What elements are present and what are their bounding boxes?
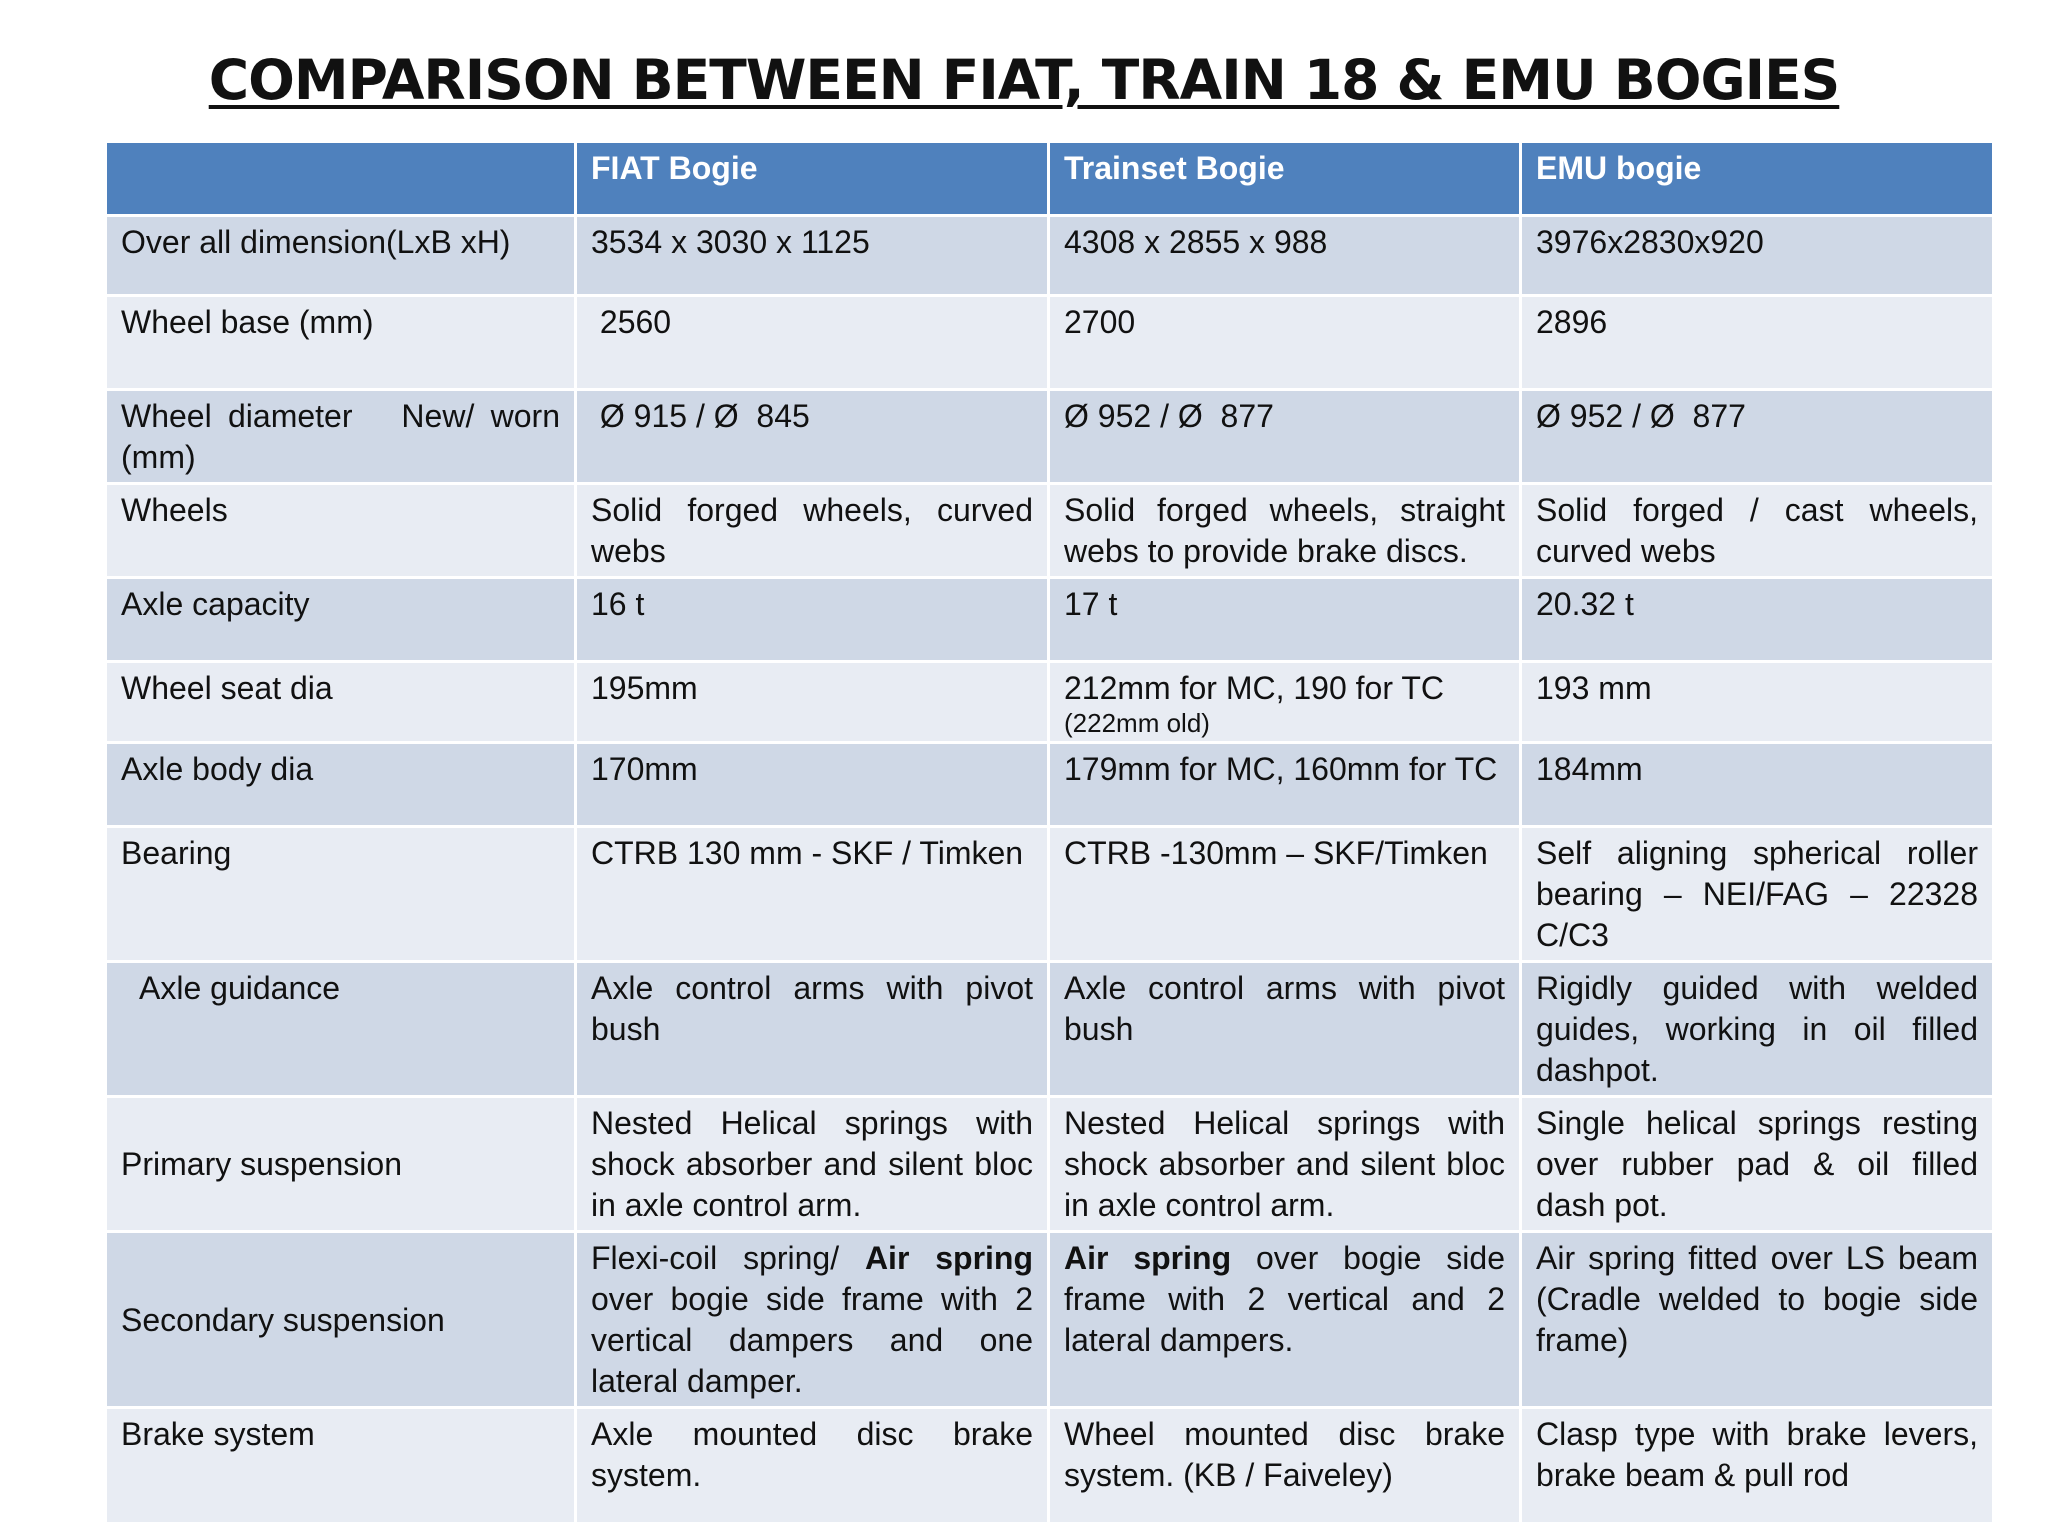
trainset-value: 212mm for MC, 190 for TC (222mm old) xyxy=(1047,660,1522,744)
trainset-value-note: (222mm old) xyxy=(1064,708,1210,738)
header-cell-emu: EMU bogie xyxy=(1519,140,1995,217)
emu-value: Rigidly guided with welded guides, worki… xyxy=(1519,960,1995,1098)
trainset-value: 4308 x 2855 x 988 xyxy=(1047,214,1522,297)
fiat-value: 2560 xyxy=(574,294,1050,391)
trainset-value-main: 212mm for MC, 190 for TC xyxy=(1064,670,1444,706)
row-label: Secondary suspension xyxy=(104,1230,577,1409)
emu-value: Clasp type with brake levers, brake beam… xyxy=(1519,1406,1995,1525)
fiat-value-part: over bogie side frame with 2 vertical da… xyxy=(591,1281,1033,1399)
fiat-value: Solid forged wheels, curved webs xyxy=(574,482,1050,579)
fiat-value: Nested Helical springs with shock absorb… xyxy=(574,1095,1050,1233)
trainset-value: Axle control arms with pivot bush xyxy=(1047,960,1522,1098)
table-row: Brake system Axle mounted disc brake sys… xyxy=(104,1406,1995,1525)
table-row: Primary suspension Nested Helical spring… xyxy=(104,1095,1995,1233)
table-row: Wheel base (mm) 2560 2700 2896 xyxy=(104,294,1995,391)
row-label: Wheel base (mm) xyxy=(104,294,577,391)
header-cell-blank xyxy=(104,140,577,217)
fiat-value: 3534 x 3030 x 1125 xyxy=(574,214,1050,297)
fiat-value-part: Flexi-coil spring/ xyxy=(591,1240,865,1276)
table-row: Wheel seat dia 195mm 212mm for MC, 190 f… xyxy=(104,660,1995,744)
row-label: Over all dimension(LxB xH) xyxy=(104,214,577,297)
trainset-value: Ø 952 / Ø 877 xyxy=(1047,388,1522,485)
fiat-value-bold: Air spring xyxy=(864,1240,1033,1276)
row-label: Brake system xyxy=(104,1406,577,1525)
fiat-value: 16 t xyxy=(574,576,1050,663)
emu-value: 193 mm xyxy=(1519,660,1995,744)
trainset-value: Wheel mounted disc brake system. (KB / F… xyxy=(1047,1406,1522,1525)
trainset-value: 179mm for MC, 160mm for TC xyxy=(1047,741,1522,828)
trainset-value-part: over bogie side frame with 2 vertical an… xyxy=(1064,1240,1506,1358)
table-row: Axle capacity 16 t 17 t 20.32 t xyxy=(104,576,1995,663)
header-cell-trainset: Trainset Bogie xyxy=(1047,140,1522,217)
emu-value: Self aligning spherical roller bearing –… xyxy=(1519,825,1995,963)
table-row: Axle body dia 170mm 179mm for MC, 160mm … xyxy=(104,741,1995,828)
fiat-value: 195mm xyxy=(574,660,1050,744)
trainset-value: Nested Helical springs with shock absorb… xyxy=(1047,1095,1522,1233)
comparison-table: FIAT Bogie Trainset Bogie EMU bogie Over… xyxy=(104,140,1995,1525)
trainset-value: 2700 xyxy=(1047,294,1522,391)
trainset-value: CTRB -130mm – SKF/Timken xyxy=(1047,825,1522,963)
emu-value: Ø 952 / Ø 877 xyxy=(1519,388,1995,485)
table-row: Secondary suspension Flexi-coil spring/ … xyxy=(104,1230,1995,1409)
emu-value: 184mm xyxy=(1519,741,1995,828)
row-label: Axle body dia xyxy=(104,741,577,828)
emu-value: 20.32 t xyxy=(1519,576,1995,663)
fiat-value: Axle mounted disc brake system. xyxy=(574,1406,1050,1525)
fiat-value: Flexi-coil spring/ Air spring over bogie… xyxy=(574,1230,1050,1409)
header-cell-fiat: FIAT Bogie xyxy=(574,140,1050,217)
row-label: Wheels xyxy=(104,482,577,579)
trainset-value: Air spring over bogie side frame with 2 … xyxy=(1047,1230,1522,1409)
table-row: Over all dimension(LxB xH) 3534 x 3030 x… xyxy=(104,214,1995,297)
row-label: Axle guidance xyxy=(104,960,577,1098)
trainset-value: Solid forged wheels, straight webs to pr… xyxy=(1047,482,1522,579)
table-row: Wheels Solid forged wheels, curved webs … xyxy=(104,482,1995,579)
fiat-value: CTRB 130 mm - SKF / Timken xyxy=(574,825,1050,963)
fiat-value: Ø 915 / Ø 845 xyxy=(574,388,1050,485)
table-row: Axle guidance Axle control arms with piv… xyxy=(104,960,1995,1098)
row-label: Wheel diameter New/ worn (mm) xyxy=(104,388,577,485)
emu-value: Solid forged / cast wheels, curved webs xyxy=(1519,482,1995,579)
slide-title-text: COMPARISON BETWEEN FIAT, TRAIN 18 & EMU … xyxy=(208,48,1841,112)
trainset-value-bold: Air spring xyxy=(1064,1240,1232,1276)
header-row: FIAT Bogie Trainset Bogie EMU bogie xyxy=(104,140,1995,217)
slide-title: COMPARISON BETWEEN FIAT, TRAIN 18 & EMU … xyxy=(0,40,2048,120)
row-label: Axle capacity xyxy=(104,576,577,663)
table-row: Bearing CTRB 130 mm - SKF / Timken CTRB … xyxy=(104,825,1995,963)
emu-value: 3976x2830x920 xyxy=(1519,214,1995,297)
emu-value: Single helical springs resting over rubb… xyxy=(1519,1095,1995,1233)
table-row: Wheel diameter New/ worn (mm) Ø 915 / Ø … xyxy=(104,388,1995,485)
fiat-value: 170mm xyxy=(574,741,1050,828)
emu-value: 2896 xyxy=(1519,294,1995,391)
emu-value: Air spring fitted over LS beam (Cradle w… xyxy=(1519,1230,1995,1409)
trainset-value: 17 t xyxy=(1047,576,1522,663)
row-label: Bearing xyxy=(104,825,577,963)
row-label: Wheel seat dia xyxy=(104,660,577,744)
fiat-value: Axle control arms with pivot bush xyxy=(574,960,1050,1098)
row-label: Primary suspension xyxy=(104,1095,577,1233)
